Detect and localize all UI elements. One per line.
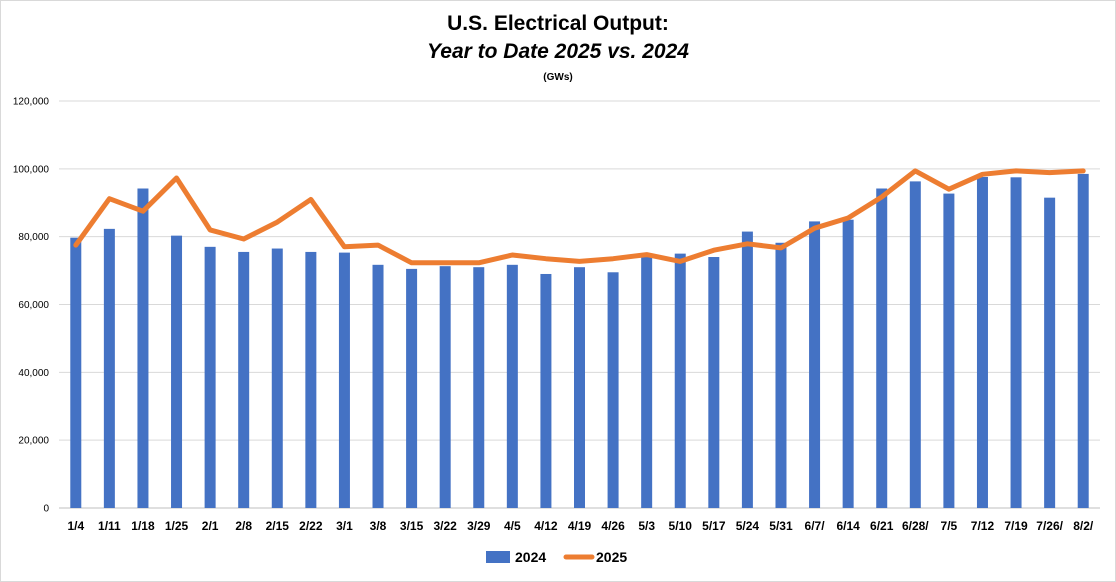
bar-2024 xyxy=(473,267,485,508)
bar-2024 xyxy=(1077,173,1089,508)
bar-2024 xyxy=(305,251,317,508)
bar-2024 xyxy=(909,181,921,508)
bar-2024 xyxy=(506,264,518,508)
x-tick-label: 4/5 xyxy=(504,519,521,533)
bar-2024 xyxy=(271,248,283,508)
legend-swatch-2024 xyxy=(486,551,510,563)
x-tick-label: 7/26/ xyxy=(1036,519,1063,533)
bar-2024 xyxy=(540,273,552,508)
x-tick-label: 5/10 xyxy=(669,519,693,533)
x-tick-label: 3/8 xyxy=(370,519,387,533)
x-tick-label: 1/18 xyxy=(131,519,155,533)
x-tick-label: 7/5 xyxy=(941,519,958,533)
x-tick-label: 3/22 xyxy=(433,519,457,533)
x-tick-label: 4/12 xyxy=(534,519,558,533)
x-tick-label: 3/15 xyxy=(400,519,424,533)
bar-2024 xyxy=(70,237,82,508)
bar-2024 xyxy=(406,268,418,508)
x-tick-label: 5/3 xyxy=(638,519,655,533)
bar-2024 xyxy=(204,246,216,508)
legend-label-2025: 2025 xyxy=(596,549,627,565)
x-tick-label: 1/11 xyxy=(98,519,121,533)
bar-2024 xyxy=(171,235,183,508)
x-tick-label: 4/26 xyxy=(601,519,625,533)
x-tick-label: 1/25 xyxy=(165,519,189,533)
x-tick-label: 5/31 xyxy=(769,519,793,533)
x-tick-label: 6/14 xyxy=(836,519,860,533)
y-tick-label: 100,000 xyxy=(13,164,50,175)
x-tick-label: 3/1 xyxy=(336,519,353,533)
y-tick-label: 0 xyxy=(43,504,49,515)
x-tick-label: 2/22 xyxy=(299,519,323,533)
bar-2024 xyxy=(943,193,955,508)
x-tick-label: 6/21 xyxy=(870,519,894,533)
bar-2024 xyxy=(741,231,753,508)
x-tick-label: 7/19 xyxy=(1004,519,1028,533)
x-tick-label: 8/2/ xyxy=(1073,519,1094,533)
chart-unit-label: (GWs) xyxy=(543,72,573,83)
bar-2024 xyxy=(238,251,250,508)
y-tick-label: 20,000 xyxy=(18,436,49,447)
x-tick-label: 4/19 xyxy=(568,519,592,533)
bar-2024 xyxy=(641,257,653,508)
x-tick-label: 6/28/ xyxy=(902,519,929,533)
bar-2024 xyxy=(674,253,686,508)
x-tick-label: 2/15 xyxy=(266,519,290,533)
x-tick-label: 6/7/ xyxy=(805,519,826,533)
x-tick-label: 3/29 xyxy=(467,519,491,533)
y-tick-label: 60,000 xyxy=(18,300,49,311)
y-tick-label: 40,000 xyxy=(18,368,49,379)
bar-2024 xyxy=(338,252,350,508)
bar-2024 xyxy=(1044,197,1056,508)
line-2025 xyxy=(73,168,1086,266)
chart-title: U.S. Electrical Output: xyxy=(447,12,669,35)
bar-2024 xyxy=(775,242,787,508)
bar-2024 xyxy=(876,188,888,508)
bar-2024 xyxy=(439,266,451,508)
y-tick-label: 80,000 xyxy=(18,232,49,243)
bar-2024 xyxy=(372,264,384,508)
bar-2024 xyxy=(1010,177,1022,508)
chart-subtitle: Year to Date 2025 vs. 2024 xyxy=(427,40,689,63)
bar-2024 xyxy=(607,272,619,508)
bar-2024 xyxy=(103,228,115,508)
x-tick-label: 5/17 xyxy=(702,519,726,533)
x-tick-label: 2/1 xyxy=(202,519,219,533)
x-tick-label: 5/24 xyxy=(736,519,760,533)
x-tick-label: 2/8 xyxy=(235,519,252,533)
legend-label-2024: 2024 xyxy=(515,549,546,565)
x-tick-label: 7/12 xyxy=(971,519,995,533)
bar-2024 xyxy=(708,257,720,508)
bar-2024 xyxy=(809,221,821,508)
bar-2024 xyxy=(842,219,854,509)
y-tick-label: 120,000 xyxy=(13,97,50,108)
bar-2024 xyxy=(137,188,149,508)
x-tick-label: 1/4 xyxy=(67,519,84,533)
bar-2024 xyxy=(574,267,585,508)
bar-2024 xyxy=(976,176,988,508)
